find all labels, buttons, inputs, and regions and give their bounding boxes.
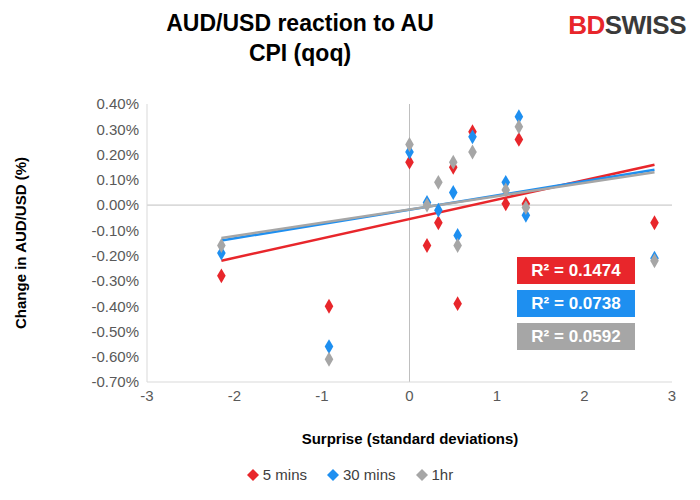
svg-text:Change in AUD/USD (%): Change in AUD/USD (%) xyxy=(12,157,29,329)
svg-text:-0.10%: -0.10% xyxy=(91,222,139,239)
svg-text:-0.30%: -0.30% xyxy=(91,272,139,289)
svg-text:0: 0 xyxy=(405,387,413,404)
html-text:30 mins: 30 mins xyxy=(343,466,396,483)
svg-text:-3: -3 xyxy=(140,387,153,404)
svg-text:-0.40%: -0.40% xyxy=(91,298,139,315)
html-text:1hr: 1hr xyxy=(431,466,454,483)
svg-text:-1: -1 xyxy=(315,387,328,404)
html-text:R² = 0.0592: R² = 0.0592 xyxy=(531,327,621,346)
svg-text:-0.20%: -0.20% xyxy=(91,247,139,264)
svg-text:0.10%: 0.10% xyxy=(96,171,139,188)
svg-text:2: 2 xyxy=(580,387,588,404)
html-text:AUD/USD reaction to AU CPI (qo: AUD/USD reaction to AU CPI (qoq) xyxy=(166,10,434,66)
svg-text:0.30%: 0.30% xyxy=(96,121,139,138)
html-text:BD SWISS: BD SWISS xyxy=(568,10,686,40)
svg-text:0.00%: 0.00% xyxy=(96,196,139,213)
svg-text:1: 1 xyxy=(493,387,501,404)
svg-text:Surprise (standard deviations): Surprise (standard deviations) xyxy=(302,430,519,447)
svg-text:0.20%: 0.20% xyxy=(96,146,139,163)
svg-text:3: 3 xyxy=(668,387,676,404)
html-text:R² = 0.0738: R² = 0.0738 xyxy=(531,294,621,313)
html-text:5 mins: 5 mins xyxy=(262,466,307,483)
svg-text:-0.70%: -0.70% xyxy=(91,373,139,390)
svg-text:-2: -2 xyxy=(228,387,241,404)
html-text:R² = 0.1474: R² = 0.1474 xyxy=(531,261,621,280)
svg-text:0.40%: 0.40% xyxy=(96,95,139,112)
svg-text:-0.50%: -0.50% xyxy=(91,323,139,340)
svg-text:-0.60%: -0.60% xyxy=(91,348,139,365)
